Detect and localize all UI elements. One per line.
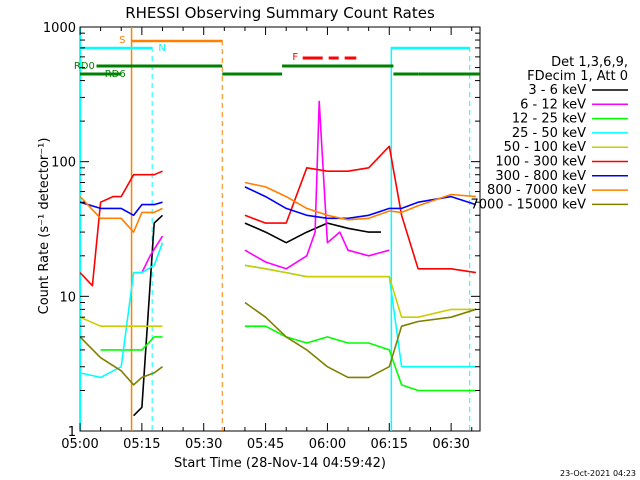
series-line-1 (141, 100, 390, 273)
rd0-label: RD0 (74, 61, 95, 72)
x-tick-label: 05:15 (123, 437, 160, 452)
flare-label: F (292, 52, 298, 63)
series-line-8 (79, 301, 477, 386)
ticks-layer: 05:00 05:15 05:30 05:45 06:00 06:15 06:30 1 10 10… (43, 21, 480, 452)
legend: Det 1,3,6,9, FDecim 1, Att 0 3 - 6 keV6 … (471, 55, 628, 212)
rd6-label: RD6 (105, 69, 126, 80)
plot-area (79, 26, 481, 432)
legend-entry-label: 12 - 25 keV (512, 112, 586, 127)
chart-title: RHESSI Observing Summary Count Rates (125, 4, 435, 22)
series-line-7 (79, 181, 476, 233)
series-line-6 (79, 186, 477, 220)
y-tick-label: 1 (68, 425, 76, 440)
y-axis-label: Count Rate (s⁻¹ detector⁻¹) (37, 138, 52, 315)
legend-title-1: Det 1,3,6,9, (551, 55, 628, 70)
x-tick-label: 05:00 (61, 437, 98, 452)
legend-entry-label: 50 - 100 keV (504, 140, 587, 155)
series-line-2 (100, 325, 476, 392)
plot-frame (79, 26, 481, 432)
x-tick-label: 05:45 (247, 437, 284, 452)
legend-entry-label: 300 - 800 keV (495, 169, 586, 184)
legend-title-2: FDecim 1, Att 0 (527, 69, 628, 84)
legend-entry-label: 100 - 300 keV (495, 155, 586, 170)
legend-entry-label: 25 - 50 keV (512, 126, 586, 141)
series-line-5 (79, 145, 477, 287)
legend-entry-label: 7000 - 15000 keV (471, 197, 587, 212)
legend-entry-label: 3 - 6 keV (528, 83, 586, 98)
y-tick-label: 10 (59, 290, 76, 305)
x-axis-label: Start Time (28-Nov-14 04:59:42) (174, 456, 386, 471)
date-stamp: 23-Oct-2021 04:23 (560, 469, 636, 478)
x-tick-label: 05:30 (185, 437, 222, 452)
night-label: N (158, 43, 165, 54)
x-tick-label: 06:15 (371, 437, 408, 452)
series-line-0 (134, 215, 402, 415)
saa-label: S (119, 35, 125, 46)
series-line-4 (79, 264, 476, 327)
x-tick-label: 06:00 (309, 437, 346, 452)
x-tick-label: 06:30 (432, 437, 469, 452)
y-tick-label: 1000 (43, 21, 76, 36)
legend-entry-label: 6 - 12 keV (520, 97, 586, 112)
y-tick-label: 100 (51, 156, 76, 171)
legend-entry-label: 800 - 7000 keV (487, 183, 586, 198)
series-layer (79, 100, 477, 415)
